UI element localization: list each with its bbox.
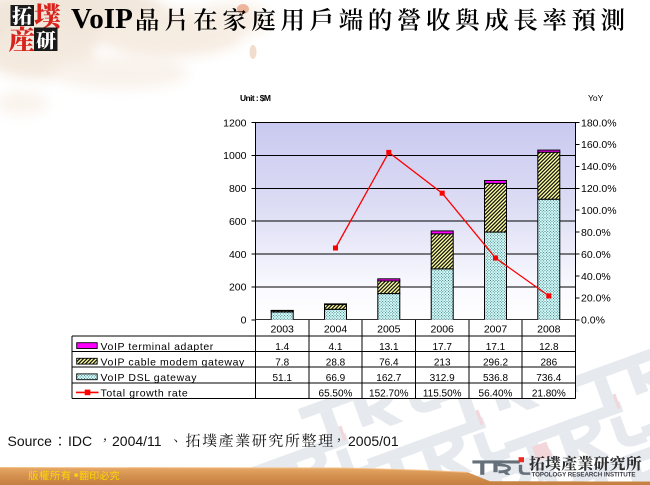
- svg-text:66.9: 66.9: [326, 373, 346, 384]
- svg-text:VoIP cable modem gateway: VoIP cable modem gateway: [101, 357, 246, 369]
- svg-text:20.0%: 20.0%: [581, 293, 611, 305]
- svg-text:0.0%: 0.0%: [581, 315, 605, 327]
- svg-text:0: 0: [241, 315, 247, 327]
- svg-text:2008: 2008: [537, 323, 561, 335]
- svg-text:800: 800: [229, 183, 247, 195]
- svg-text:600: 600: [229, 216, 247, 228]
- svg-text:17.7: 17.7: [432, 342, 452, 353]
- svg-text:160.0%: 160.0%: [581, 139, 617, 151]
- svg-text:7.8: 7.8: [275, 358, 289, 369]
- svg-text:162.7: 162.7: [376, 373, 401, 384]
- svg-text:VoIP: VoIP: [71, 3, 133, 35]
- svg-text:1.4: 1.4: [275, 342, 289, 353]
- svg-text:100.0%: 100.0%: [581, 205, 617, 217]
- svg-text:296.2: 296.2: [483, 358, 508, 369]
- svg-text:200: 200: [229, 282, 247, 294]
- svg-text:2006: 2006: [431, 323, 455, 335]
- svg-text:2005/01: 2005/01: [348, 433, 399, 449]
- svg-text:2004/11: 2004/11: [112, 433, 162, 449]
- svg-text:51.1: 51.1: [272, 373, 292, 384]
- svg-text:Total growth rate: Total growth rate: [101, 388, 189, 400]
- svg-text:213: 213: [434, 358, 451, 369]
- svg-text:Source: Source: [8, 433, 53, 449]
- svg-text:120.0%: 120.0%: [581, 183, 617, 195]
- svg-text:115.50%: 115.50%: [423, 389, 462, 400]
- svg-text:IDC: IDC: [68, 433, 92, 449]
- svg-text:2004: 2004: [324, 323, 348, 335]
- svg-text:286: 286: [540, 358, 557, 369]
- svg-text:180.0%: 180.0%: [581, 117, 617, 129]
- svg-text:VoIP DSL gateway: VoIP DSL gateway: [101, 372, 198, 384]
- svg-text:80.0%: 80.0%: [581, 227, 611, 239]
- svg-text:VoIP terminal adapter: VoIP terminal adapter: [101, 341, 214, 353]
- svg-text:13.1: 13.1: [379, 342, 399, 353]
- svg-text:56.40%: 56.40%: [479, 389, 513, 400]
- svg-text:312.9: 312.9: [430, 373, 455, 384]
- svg-text:28.8: 28.8: [326, 358, 346, 369]
- svg-text:1000: 1000: [223, 150, 247, 162]
- svg-text:TOPOLOGY RESEARCH INSTITUTE: TOPOLOGY RESEARCH INSTITUTE: [532, 472, 636, 479]
- svg-text:17.1: 17.1: [486, 342, 506, 353]
- svg-text:76.4: 76.4: [379, 358, 399, 369]
- svg-text:1200: 1200: [223, 117, 247, 129]
- svg-text:YoY: YoY: [588, 93, 604, 103]
- svg-text:152.70%: 152.70%: [369, 389, 409, 400]
- svg-text:536.8: 536.8: [483, 373, 508, 384]
- svg-text:40.0%: 40.0%: [581, 271, 611, 283]
- svg-text:12.8: 12.8: [539, 342, 559, 353]
- svg-text:Unit : $M: Unit : $M: [240, 93, 271, 103]
- svg-text:400: 400: [229, 249, 247, 261]
- svg-text:60.0%: 60.0%: [581, 249, 611, 261]
- svg-text:736.4: 736.4: [536, 373, 561, 384]
- svg-text:2005: 2005: [377, 323, 401, 335]
- svg-text:4.1: 4.1: [329, 342, 343, 353]
- svg-text:140.0%: 140.0%: [581, 161, 617, 173]
- svg-text:2003: 2003: [271, 323, 295, 335]
- svg-text:2007: 2007: [484, 323, 508, 335]
- svg-text:65.50%: 65.50%: [319, 389, 353, 400]
- svg-text:21.80%: 21.80%: [532, 389, 566, 400]
